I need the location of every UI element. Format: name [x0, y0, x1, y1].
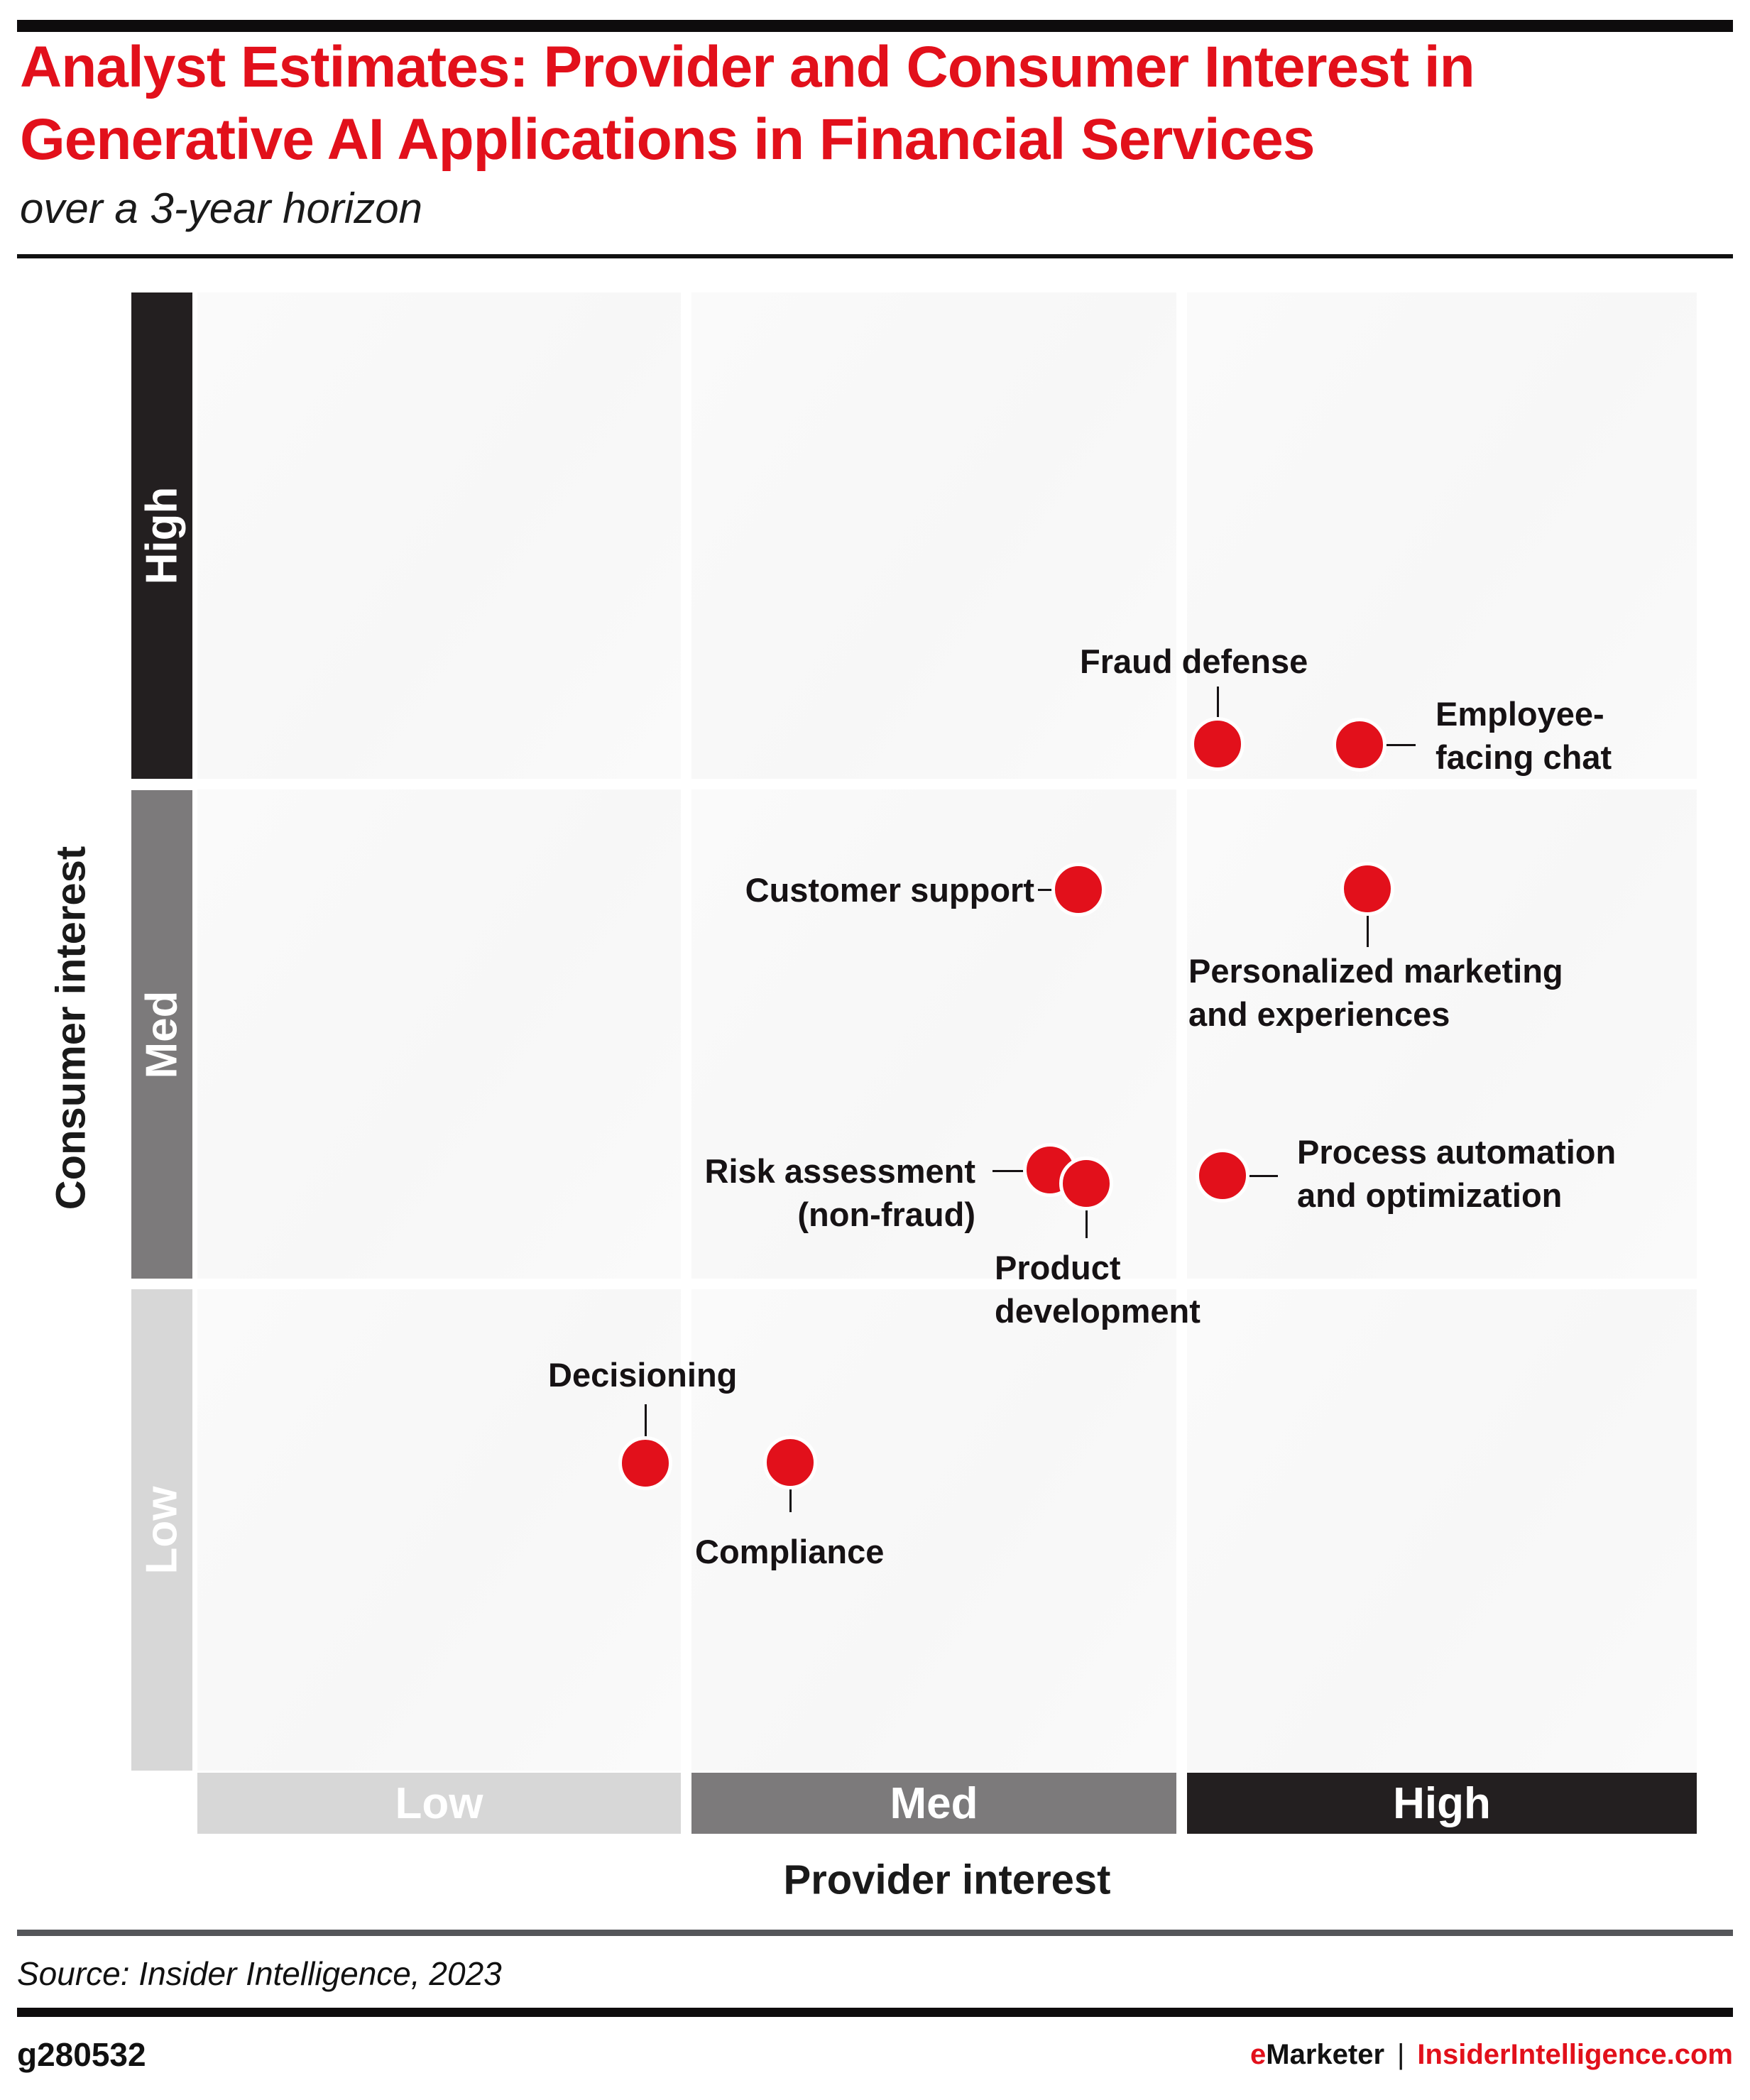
y-axis-title: Consumer interest — [48, 846, 94, 1210]
quadrant-grid — [197, 292, 1697, 1771]
x-axis-title: Provider interest — [783, 1856, 1111, 1903]
emarketer-logo-accent: e — [1250, 2039, 1267, 2070]
page-title-line2: Generative AI Applications in Financial … — [20, 107, 1315, 172]
emarketer-logo-rest: Marketer — [1266, 2039, 1385, 2070]
grid-cell — [197, 1289, 681, 1771]
x-axis-band-high: High — [1187, 1773, 1697, 1834]
y-axis-band-low: Low — [131, 1289, 192, 1771]
footer-divider — [17, 1930, 1733, 1936]
plot-area: Fraud defense Employee-facing chat Custome… — [197, 292, 1697, 1771]
brand-divider: | — [1397, 2039, 1405, 2070]
y-axis-band-med: Med — [131, 790, 192, 1279]
y-axis-band-low-label: Low — [137, 1486, 187, 1574]
data-label-process-automation-and-optimization: Process automation and optimization — [1297, 1133, 1617, 1214]
x-axis-band-low-label: Low — [395, 1778, 483, 1828]
footer-black-bar — [17, 2008, 1733, 2017]
leader-line-process-automation-and-optimization — [1247, 1175, 1278, 1177]
page-title-line1: Analyst Estimates: Provider and Consumer… — [20, 35, 1475, 99]
leader-line-personalized-marketing-and-experiences — [1367, 912, 1369, 947]
data-label-employee-facing-chat: Employee-facing chat — [1435, 695, 1612, 776]
leader-line-risk-assessment-non-fraud — [992, 1170, 1025, 1172]
page-subtitle: over a 3-year horizon — [20, 185, 422, 232]
data-label-personalized-marketing-and-experiences: Personalized marketing and experiences — [1188, 952, 1563, 1033]
x-axis-band-med-label: Med — [890, 1778, 978, 1828]
y-axis-band-high-label: High — [137, 486, 187, 585]
data-point-decisioning — [618, 1436, 672, 1490]
top-black-bar — [17, 20, 1733, 32]
data-point-personalized-marketing-and-experiences — [1340, 862, 1394, 916]
x-axis-band-high-label: High — [1393, 1778, 1491, 1828]
grid-cell — [197, 789, 681, 1279]
chart-id: g280532 — [17, 2036, 146, 2073]
leader-line-employee-facing-chat — [1383, 744, 1416, 746]
page-title: Analyst Estimates: Provider and Consumer… — [20, 31, 1475, 176]
source-text: Source: Insider Intelligence, 2023 — [17, 1955, 502, 1992]
data-label-compliance: Compliance — [695, 1533, 885, 1570]
brand-line: eMarketer | InsiderIntelligence.com — [1250, 2036, 1733, 2073]
data-label-product-development: Product development — [995, 1249, 1201, 1330]
data-label-decisioning: Decisioning — [548, 1356, 738, 1394]
data-point-customer-support — [1051, 863, 1105, 917]
grid-cell — [691, 1289, 1176, 1771]
data-point-process-automation-and-optimization — [1196, 1149, 1249, 1203]
leader-line-fraud-defense — [1217, 687, 1219, 744]
leader-line-decisioning — [645, 1404, 647, 1438]
grid-cell — [1187, 1289, 1697, 1771]
data-point-product-development — [1059, 1156, 1113, 1210]
grid-cell — [691, 292, 1176, 779]
y-axis-band-med-label: Med — [137, 990, 187, 1078]
grid-cell — [1187, 789, 1697, 1279]
x-axis-band-low: Low — [197, 1773, 681, 1834]
data-point-fraud-defense — [1191, 717, 1245, 771]
insider-intelligence-link[interactable]: InsiderIntelligence.com — [1417, 2039, 1733, 2070]
header-divider — [17, 254, 1733, 258]
data-label-risk-assessment-non-fraud: Risk assessment (non-fraud) — [704, 1152, 975, 1233]
data-point-employee-facing-chat — [1333, 718, 1387, 772]
grid-cell — [1187, 292, 1697, 779]
leader-line-customer-support — [1038, 889, 1056, 891]
x-axis-band-med: Med — [691, 1773, 1176, 1834]
data-label-customer-support: Customer support — [745, 871, 1034, 909]
data-label-fraud-defense: Fraud defense — [1080, 642, 1308, 680]
data-point-compliance — [763, 1435, 817, 1489]
leader-line-product-development — [1085, 1208, 1088, 1238]
grid-cell — [197, 292, 681, 779]
leader-line-compliance — [789, 1472, 792, 1512]
y-axis-band-high: High — [131, 292, 192, 779]
